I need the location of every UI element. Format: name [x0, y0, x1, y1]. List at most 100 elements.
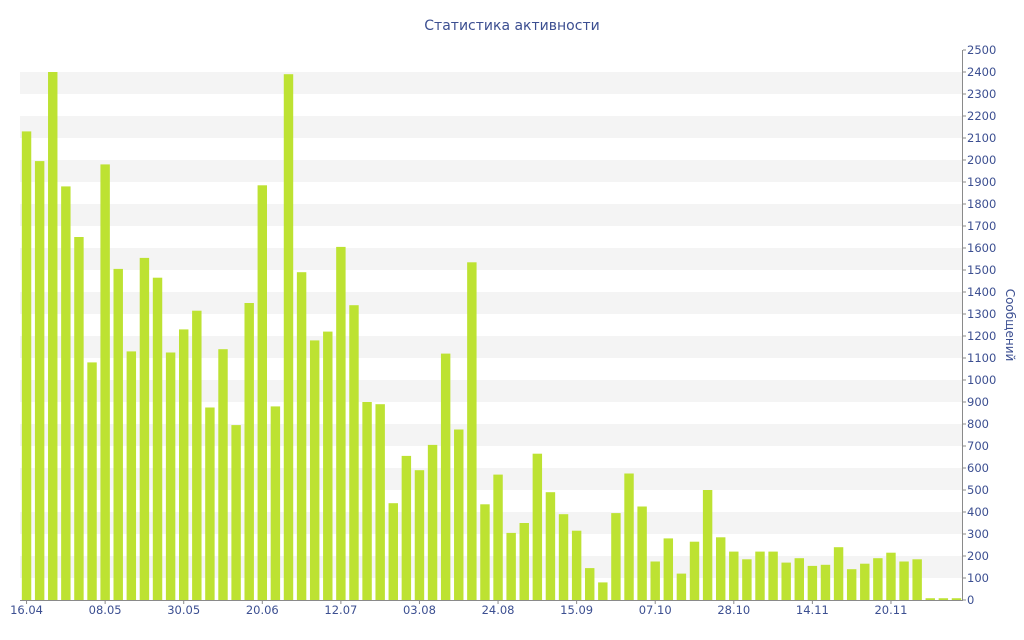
bar-3	[48, 72, 58, 600]
grid-band	[20, 512, 963, 534]
grid-band	[20, 424, 963, 446]
grid-band	[20, 160, 963, 182]
bar-40	[532, 453, 543, 600]
bar-60	[794, 558, 804, 600]
bar-67	[886, 552, 896, 600]
x-tick-label: 16.04	[10, 603, 43, 617]
bar-69	[912, 559, 922, 600]
bar-49	[650, 561, 660, 600]
bar-17	[231, 425, 241, 600]
bar-22	[296, 272, 307, 600]
bar-31	[414, 470, 425, 600]
bar-16	[218, 349, 228, 600]
y-tick-label: 1300	[967, 307, 996, 321]
bar-11	[152, 277, 163, 600]
y-tick-label: 300	[967, 527, 989, 541]
bar-33	[440, 353, 451, 600]
grid-band	[20, 116, 963, 138]
bar-45	[598, 582, 608, 600]
bar-12	[165, 352, 176, 600]
bar-42	[558, 514, 569, 600]
grid-band	[20, 72, 963, 94]
y-tick-label: 1400	[967, 285, 996, 299]
bar-52	[689, 541, 700, 600]
bar-47	[624, 473, 634, 600]
y-tick-label: 1100	[967, 351, 996, 365]
bar-58	[768, 551, 778, 600]
bar-29	[388, 503, 398, 600]
x-tick-label: 24.08	[482, 603, 515, 617]
bar-56	[742, 559, 752, 600]
y-tick-label: 700	[967, 439, 989, 453]
bar-53	[702, 490, 713, 600]
bar-55	[729, 551, 739, 600]
x-tick-label: 07.10	[639, 603, 672, 617]
bar-63	[833, 547, 844, 600]
bar-4	[61, 186, 71, 600]
bar-44	[585, 568, 595, 600]
bar-61	[807, 565, 818, 600]
bar-65	[860, 563, 870, 600]
x-tick-label: 03.08	[403, 603, 436, 617]
bar-21	[283, 74, 294, 600]
y-tick-label: 1900	[967, 175, 996, 189]
y-tick-label: 2300	[967, 87, 996, 101]
x-axis-ticks: 16.04 08.05 30.05 20.06 12.07 03.08 24.08 15.09…	[10, 600, 907, 617]
y-tick-label: 500	[967, 483, 989, 497]
bar-13	[179, 329, 189, 600]
x-tick-label: 08.05	[89, 603, 122, 617]
bar-37	[493, 474, 503, 600]
x-tick-label: 30.05	[167, 603, 200, 617]
grid-band	[20, 292, 963, 314]
y-tick-label: 1800	[967, 197, 996, 211]
bar-57	[755, 551, 765, 600]
y-tick-label: 2000	[967, 153, 996, 167]
bar-14	[192, 310, 202, 600]
bar-36	[480, 504, 490, 600]
y-axis-ticks: 0 100 200 300 400 500 600 700 800 900 1000 1100 1200…	[963, 43, 996, 607]
bar-70	[925, 598, 935, 600]
bar-20	[270, 406, 281, 600]
y-tick-label: 1200	[967, 329, 996, 343]
y-tick-label: 600	[967, 461, 989, 475]
bar-2	[34, 161, 45, 600]
grid-band	[20, 336, 963, 358]
y-tick-label: 900	[967, 395, 989, 409]
y-tick-label: 100	[967, 571, 989, 585]
chart-title: Статистика активности	[424, 18, 599, 34]
y-tick-label: 2400	[967, 65, 996, 79]
bar-34	[454, 429, 464, 600]
grid-band	[20, 204, 963, 226]
bar-28	[375, 404, 385, 600]
y-tick-label: 200	[967, 549, 989, 563]
grid-band	[20, 380, 963, 402]
bar-6	[87, 362, 97, 600]
bar-32	[427, 444, 438, 600]
bar-46	[611, 513, 621, 600]
bar-41	[545, 492, 556, 600]
x-tick-label: 20.11	[874, 603, 907, 617]
y-tick-label: 1000	[967, 373, 996, 387]
bar-50	[663, 538, 674, 600]
bar-26	[349, 305, 359, 600]
bar-series	[21, 72, 962, 601]
bar-51	[676, 573, 687, 600]
bar-9	[126, 351, 137, 600]
y-tick-label: 1600	[967, 241, 996, 255]
y-tick-label: 2500	[967, 43, 996, 57]
y-tick-label: 2100	[967, 131, 996, 145]
bar-23	[309, 340, 320, 600]
x-tick-label: 28.10	[717, 603, 750, 617]
y-axis-label: Сообщений	[1003, 289, 1017, 362]
bar-71	[938, 598, 949, 600]
y-tick-label: 1500	[967, 263, 996, 277]
bar-27	[362, 402, 372, 600]
bar-5	[74, 237, 84, 600]
x-tick-label: 15.09	[560, 603, 593, 617]
y-tick-label: 800	[967, 417, 989, 431]
bar-66	[873, 558, 883, 600]
bar-24	[323, 331, 333, 600]
bar-72	[951, 598, 962, 600]
bar-54	[715, 537, 726, 600]
